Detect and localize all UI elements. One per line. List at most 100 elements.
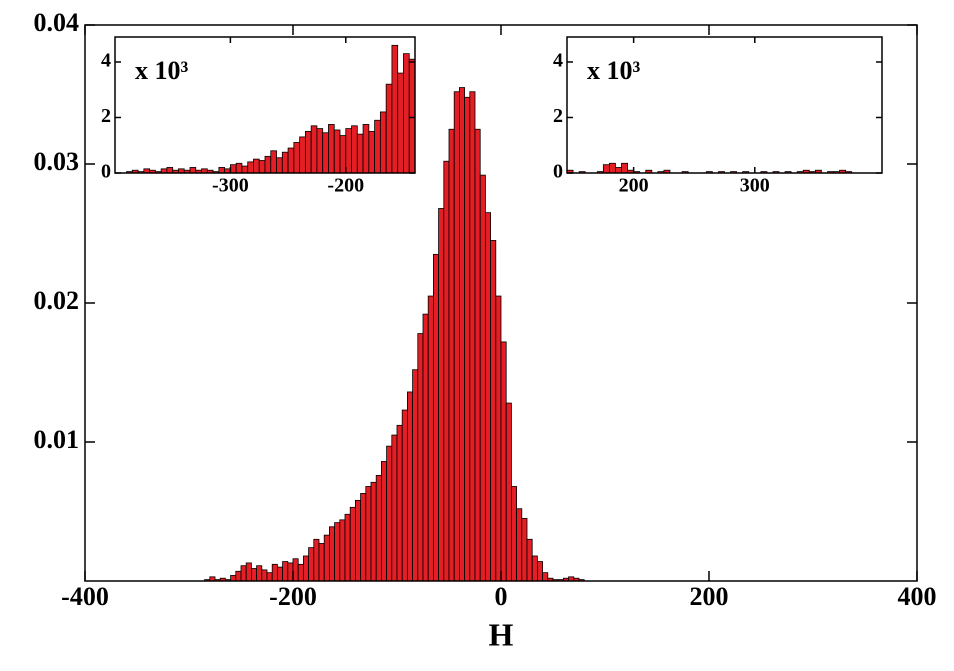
bar (323, 534, 330, 582)
bar (166, 167, 174, 174)
bar (448, 128, 455, 582)
bar (479, 174, 486, 582)
bar (250, 568, 257, 582)
bar (229, 164, 237, 174)
x-tick-label: 300 (740, 175, 770, 197)
bar (245, 562, 252, 582)
y-tick-label: 4 (101, 50, 111, 72)
bar (349, 506, 356, 582)
bar (328, 124, 335, 174)
y-tick-label: 2 (553, 105, 563, 127)
bar (443, 160, 450, 582)
y-tick-label: 0 (553, 161, 563, 183)
bar (406, 391, 413, 582)
x-tick-label: -400 (61, 582, 109, 611)
bar (308, 547, 315, 582)
x-tick-label: 200 (690, 582, 729, 611)
bar (287, 147, 295, 174)
x-tick-label: -200 (327, 175, 364, 197)
bar (396, 424, 403, 582)
bar (615, 167, 622, 174)
bar (282, 561, 289, 582)
bar (230, 575, 237, 582)
bar (345, 128, 352, 174)
bar (344, 513, 351, 582)
bar (360, 493, 367, 582)
bar (316, 128, 324, 174)
bar (379, 111, 387, 174)
bar (362, 124, 370, 174)
bar (322, 132, 329, 174)
bar (464, 96, 471, 582)
y-tick-label: 0.02 (34, 286, 80, 315)
scale-label: x 10³ (135, 56, 189, 85)
bar (299, 136, 306, 174)
y-tick-label: 0.03 (34, 147, 80, 176)
bar (531, 555, 538, 582)
x-tick-label: 200 (619, 175, 649, 197)
bar (526, 538, 533, 582)
bar (474, 128, 481, 582)
bar (310, 125, 318, 174)
bar (469, 91, 476, 582)
bar (235, 570, 242, 582)
x-tick-label: -200 (269, 582, 317, 611)
bar (218, 167, 226, 174)
bar (240, 565, 247, 582)
bar (453, 91, 460, 582)
bar (253, 158, 260, 174)
bar (510, 486, 517, 582)
bar (247, 161, 254, 174)
bar (609, 162, 616, 174)
bar (375, 474, 382, 582)
bar (304, 130, 312, 174)
bar (391, 44, 399, 174)
bar (401, 409, 408, 582)
bar (380, 461, 387, 582)
bar (412, 369, 419, 582)
bar (385, 83, 393, 174)
bar (542, 572, 549, 582)
bar (241, 165, 249, 174)
bar (297, 563, 304, 582)
bar (339, 519, 346, 582)
bar (302, 555, 309, 582)
bar (189, 167, 197, 174)
y-tick-label: 0.01 (34, 425, 80, 454)
bar (292, 558, 299, 582)
bar (256, 565, 263, 582)
bar (484, 212, 491, 582)
bar (537, 561, 544, 582)
bar (365, 486, 372, 582)
bar (276, 157, 283, 174)
bar (432, 253, 439, 582)
bar (271, 563, 278, 582)
bar (266, 572, 273, 582)
plot-frame (114, 36, 416, 174)
bar (495, 295, 502, 582)
bar (339, 135, 347, 174)
x-tick-label: -300 (212, 175, 249, 197)
inset-background (567, 37, 882, 173)
bar (621, 162, 628, 174)
scale-label: x 10³ (587, 56, 641, 85)
y-tick-label: 2 (101, 105, 111, 127)
bar (356, 133, 364, 174)
bar (293, 142, 301, 174)
y-tick-label: 0.04 (34, 8, 80, 37)
bar (438, 208, 445, 582)
bar (328, 526, 335, 582)
bar (417, 333, 424, 582)
bar (354, 499, 361, 582)
bar (370, 481, 377, 582)
bar (313, 538, 320, 582)
bar (490, 240, 497, 582)
x-tick-label: 0 (495, 582, 508, 611)
x-axis-label: H (489, 616, 514, 652)
bar (458, 87, 465, 582)
bar (403, 53, 410, 174)
bar (505, 402, 512, 582)
bar (258, 160, 266, 174)
y-tick-label: 0 (101, 161, 111, 183)
